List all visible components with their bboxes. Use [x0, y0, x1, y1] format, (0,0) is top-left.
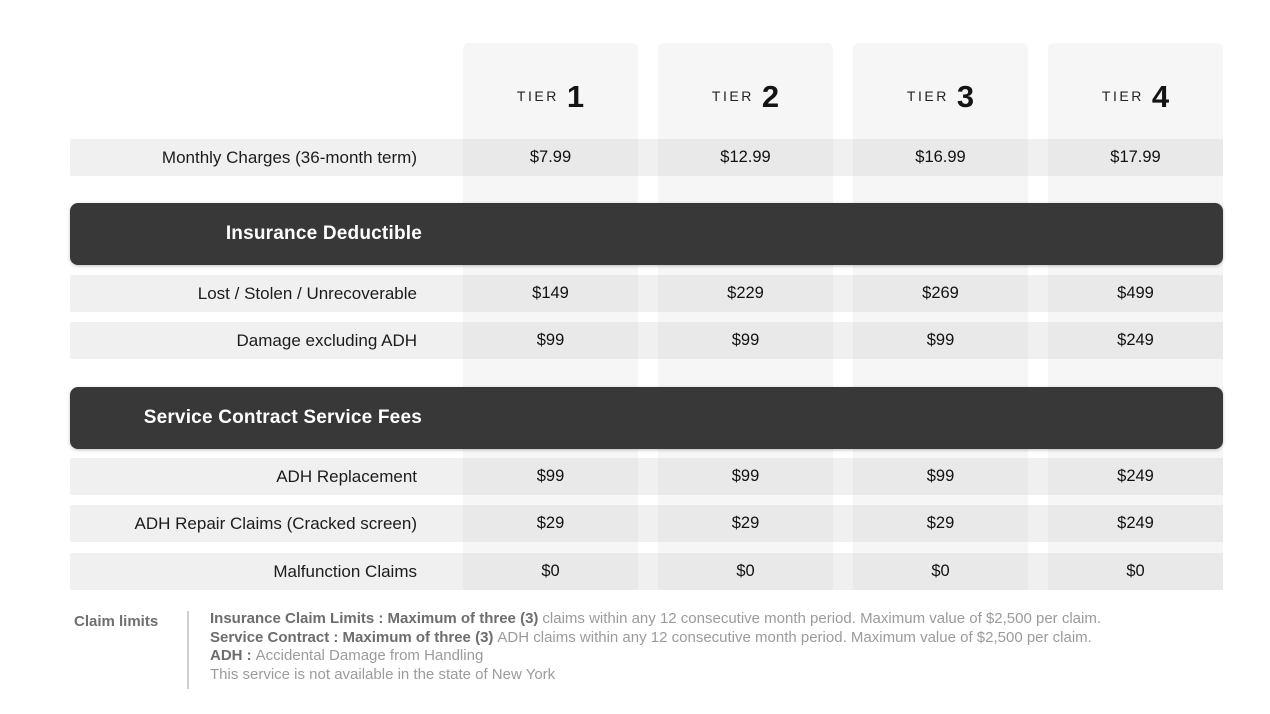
- price-cell: $0: [853, 553, 1028, 590]
- tier-number: 3: [956, 78, 975, 114]
- price-cell: $249: [1048, 458, 1223, 495]
- price-cell: $499: [1048, 275, 1223, 312]
- footnote-bold-text: Insurance Claim Limits : Maximum of thre…: [210, 610, 539, 627]
- tier-3-header: TIER 3: [853, 43, 1028, 149]
- price-cell: $249: [1048, 322, 1223, 359]
- footnote-line: This service is not available in the sta…: [210, 666, 1101, 685]
- claim-limits-label: Claim limits: [74, 613, 159, 630]
- price-cell: $99: [463, 322, 638, 359]
- price-cell: $99: [853, 322, 1028, 359]
- section-header-service-contract-fees: Service Contract Service Fees: [70, 387, 1223, 449]
- tier-prefix-label: TIER: [906, 88, 949, 104]
- row-label: ADH Replacement: [276, 466, 417, 486]
- price-cell: $16.99: [853, 139, 1028, 176]
- footnote-text-block: Insurance Claim Limits : Maximum of thre…: [210, 610, 1101, 684]
- price-cell: $29: [853, 505, 1028, 542]
- row-label: Damage excluding ADH: [236, 330, 417, 350]
- footnote-text: Accidental Damage from Handling: [255, 647, 484, 664]
- tier-3-column-band: TIER 3: [853, 43, 1028, 590]
- section-title: Service Contract Service Fees: [143, 407, 422, 428]
- footnote-text: claims within any 12 consecutive month p…: [542, 610, 1102, 627]
- footnote-text: This service is not available in the sta…: [210, 665, 556, 683]
- tier-1-header: TIER 1: [463, 43, 638, 149]
- tier-1-column-band: TIER 1: [463, 43, 638, 590]
- tier-number: 4: [1151, 78, 1170, 114]
- footnote-divider: [187, 611, 189, 689]
- table-row-adh-replacement: ADH Replacement $99 $99 $99 $249: [70, 458, 1223, 495]
- tier-4-column-band: TIER 4: [1048, 43, 1223, 590]
- footnote-line: Service Contract : Maximum of three (3) A…: [210, 629, 1101, 648]
- price-cell: $12.99: [658, 139, 833, 176]
- price-cell: $0: [1048, 553, 1223, 590]
- section-title: Insurance Deductible: [225, 223, 422, 244]
- row-label: ADH Repair Claims (Cracked screen): [134, 513, 417, 533]
- price-cell: $249: [1048, 505, 1223, 542]
- price-cell: $99: [658, 322, 833, 359]
- tier-2-header: TIER 2: [658, 43, 833, 149]
- price-cell: $29: [463, 505, 638, 542]
- table-row-monthly-charges: Monthly Charges (36-month term) $7.99 $1…: [70, 139, 1223, 176]
- footnote-text: ADH claims within any 12 consecutive mon…: [497, 628, 1092, 646]
- tier-4-header: TIER 4: [1048, 43, 1223, 149]
- row-label: Malfunction Claims: [273, 561, 417, 581]
- price-cell: $99: [658, 458, 833, 495]
- tier-number: 2: [761, 78, 780, 114]
- section-header-insurance-deductible: Insurance Deductible: [70, 203, 1223, 265]
- tier-prefix-label: TIER: [711, 88, 754, 104]
- table-row-adh-repair-claims: ADH Repair Claims (Cracked screen) $29 $…: [70, 505, 1223, 542]
- footnote-line: Insurance Claim Limits : Maximum of thre…: [210, 610, 1101, 629]
- price-cell: $149: [463, 275, 638, 312]
- row-label: Monthly Charges (36-month term): [161, 147, 417, 167]
- price-cell: $0: [658, 553, 833, 590]
- tier-2-column-band: TIER 2: [658, 43, 833, 590]
- price-cell: $0: [463, 553, 638, 590]
- price-cell: $29: [658, 505, 833, 542]
- tier-prefix-label: TIER: [1101, 88, 1144, 104]
- tier-number: 1: [566, 78, 585, 114]
- footnote-bold-text: Service Contract : Maximum of three (3): [210, 628, 494, 646]
- price-cell: $99: [463, 458, 638, 495]
- price-cell: $269: [853, 275, 1028, 312]
- price-cell: $7.99: [463, 139, 638, 176]
- table-row-lost-stolen: Lost / Stolen / Unrecoverable $149 $229 …: [70, 275, 1223, 312]
- footnote-line: ADH : Accidental Damage from Handling: [210, 647, 1101, 666]
- tier-prefix-label: TIER: [516, 88, 559, 104]
- price-cell: $17.99: [1048, 139, 1223, 176]
- price-cell: $99: [853, 458, 1028, 495]
- footnote-bold-text: ADH :: [210, 647, 252, 664]
- table-row-malfunction-claims: Malfunction Claims $0 $0 $0 $0: [70, 553, 1223, 590]
- price-cell: $229: [658, 275, 833, 312]
- table-row-damage-excluding-adh: Damage excluding ADH $99 $99 $99 $249: [70, 322, 1223, 359]
- row-label: Lost / Stolen / Unrecoverable: [197, 283, 417, 303]
